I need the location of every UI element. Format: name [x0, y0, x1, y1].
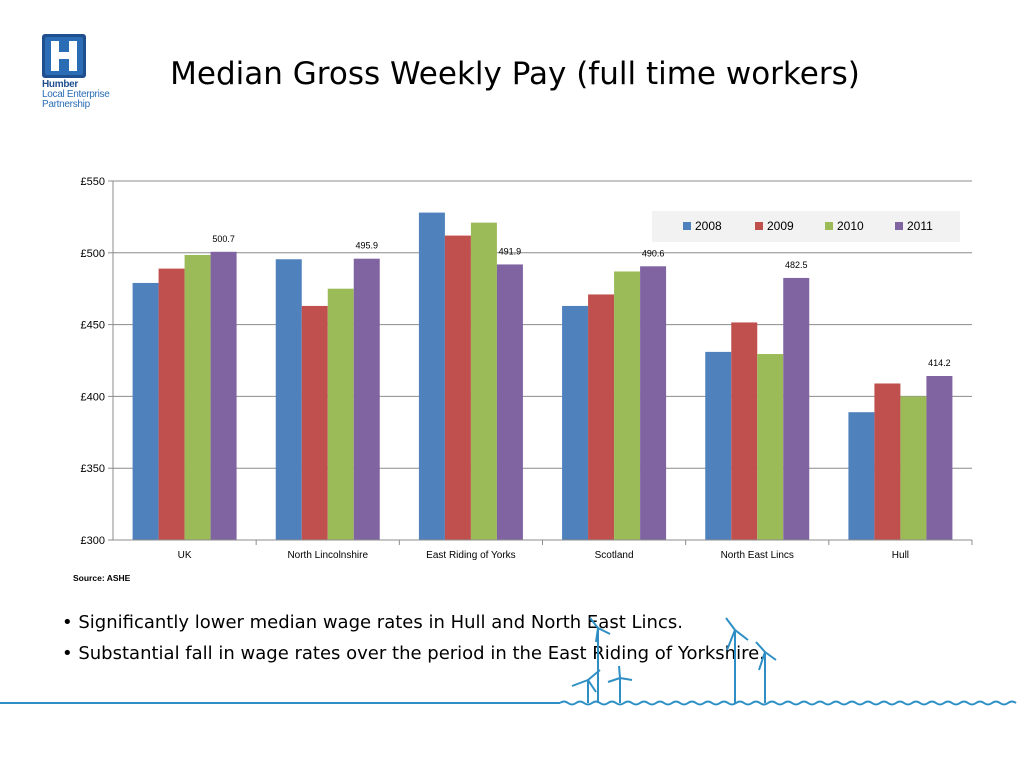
bar [301, 305, 328, 540]
bar [874, 383, 901, 540]
humber-h-logo-icon [42, 34, 86, 78]
y-tick-label: £350 [81, 463, 105, 475]
data-label: 491.9 [499, 246, 522, 256]
legend-label: 2010 [837, 219, 864, 233]
wind-turbine-icon [725, 617, 749, 703]
x-tick-label: East Riding of Yorks [426, 550, 516, 561]
x-tick-label: North East Lincs [721, 550, 794, 561]
title-container: Median Gross Weekly Pay (full time worke… [150, 56, 880, 92]
bar [210, 251, 237, 540]
legend-swatch [895, 222, 903, 230]
legend-label: 2011 [907, 219, 933, 233]
data-labels: 500.7 495.9 491.9 490.6 482.5 414.2 [212, 234, 950, 368]
bar [757, 354, 784, 540]
bar [184, 254, 211, 541]
y-tick-label: £400 [81, 391, 105, 403]
page-title: Median Gross Weekly Pay (full time worke… [170, 56, 860, 92]
y-tick-label: £450 [81, 320, 105, 332]
bar [132, 282, 159, 540]
bar [783, 277, 810, 540]
wind-turbine-icon [571, 669, 601, 703]
wind-turbine-icon [589, 617, 611, 703]
bar [158, 268, 185, 540]
bar [470, 222, 497, 541]
source-note: Source: ASHE [73, 573, 131, 583]
x-tick-label: Hull [892, 550, 909, 561]
bar [327, 288, 354, 540]
wind-turbine-wave-footer [0, 617, 1017, 706]
bar [614, 271, 641, 540]
data-label: 500.7 [212, 234, 235, 244]
bar [926, 376, 953, 540]
x-tick-label: UK [178, 550, 192, 561]
bullet-text: Significantly lower median wage rates in… [78, 612, 683, 633]
x-tick-label: North Lincolnshire [287, 550, 368, 561]
humber-lep-logo: Humber Local Enterprise Partnership [36, 34, 126, 114]
bar-chart: £550 £500 £450 £400 £350 £300 UK North Lincolns… [81, 176, 973, 561]
legend-swatch [683, 222, 691, 230]
logo-text-line: Partnership [42, 99, 90, 110]
wind-turbine-icon [607, 665, 633, 703]
legend-swatch [755, 222, 763, 230]
y-tick-label: £550 [81, 176, 105, 188]
data-label: 414.2 [928, 358, 951, 368]
gridlines [113, 180, 972, 469]
bar [496, 264, 523, 540]
wind-turbine-icon [755, 641, 777, 703]
bar [562, 305, 589, 540]
legend: 2008 2009 2010 2011 [652, 211, 960, 242]
bar [444, 235, 471, 540]
bar [900, 396, 927, 540]
wave-line [559, 700, 1017, 706]
bar [353, 258, 380, 540]
bar [588, 294, 615, 540]
bars [132, 212, 953, 541]
bullet-text: Substantial fall in wage rates over the … [78, 643, 765, 664]
y-tick-label: £300 [81, 535, 105, 547]
legend-box [652, 211, 960, 242]
logo-text-line: Local Enterprise [42, 89, 110, 100]
data-label: 495.9 [355, 241, 378, 251]
bar [705, 351, 732, 540]
bar [848, 412, 875, 540]
legend-label: 2009 [767, 219, 794, 233]
bullet-list: • Significantly lower median wage rates … [62, 607, 765, 669]
bullet-item: • Significantly lower median wage rates … [62, 612, 683, 633]
bar [418, 212, 445, 541]
legend-swatch [825, 222, 833, 230]
bar [640, 266, 667, 540]
data-label: 482.5 [785, 260, 808, 270]
axes: £550 £500 £450 £400 £350 £300 UK North Lincolns… [81, 176, 973, 561]
logo-text-line: Humber [42, 79, 78, 90]
bar [275, 259, 302, 540]
legend-label: 2008 [695, 219, 722, 233]
x-tick-label: Scotland [595, 550, 634, 561]
data-label: 490.6 [642, 248, 665, 258]
bar [731, 322, 758, 540]
bullet-item: • Substantial fall in wage rates over th… [62, 643, 765, 664]
y-tick-label: £500 [81, 248, 105, 260]
